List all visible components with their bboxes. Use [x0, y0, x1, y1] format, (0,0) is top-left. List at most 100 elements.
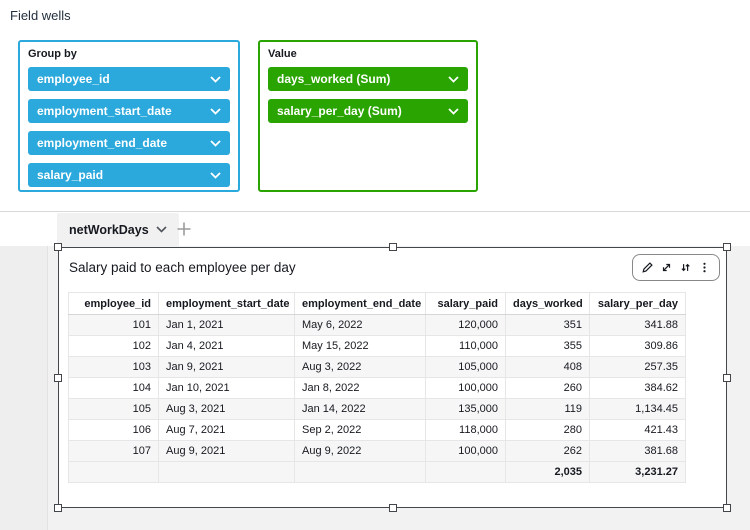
column-header[interactable]: salary_paid [425, 292, 506, 315]
table-cell[interactable]: 1,134.45 [589, 398, 686, 420]
totals-cell [158, 461, 295, 483]
visual-menu-button[interactable] [695, 257, 714, 278]
table-cell[interactable]: Aug 9, 2022 [294, 440, 426, 462]
field-wells-title: Field wells [10, 8, 71, 23]
table-cell[interactable]: Jan 9, 2021 [158, 356, 295, 378]
column-header[interactable]: employment_end_date [294, 292, 426, 315]
table-cell[interactable]: 103 [68, 356, 159, 378]
chevron-down-icon[interactable] [156, 226, 167, 233]
table-cell[interactable]: Jan 14, 2022 [294, 398, 426, 420]
group-by-label: Group by [28, 48, 77, 60]
table-cell[interactable]: 257.35 [589, 356, 686, 378]
table-cell[interactable]: 355 [505, 335, 590, 357]
table-visual[interactable]: Salary paid to each employee per day [54, 243, 731, 512]
table-cell[interactable]: 421.43 [589, 419, 686, 441]
field-pill[interactable]: salary_per_day (Sum) [268, 99, 468, 123]
table-cell[interactable]: 120,000 [425, 314, 506, 336]
maximize-visual-button[interactable] [657, 257, 676, 278]
table-cell[interactable]: 408 [505, 356, 590, 378]
value-pill-list: days_worked (Sum) salary_per_day (Sum) [268, 67, 468, 123]
field-pill[interactable]: employment_end_date [28, 131, 230, 155]
table-cell[interactable]: 384.62 [589, 377, 686, 399]
resize-handle-top-middle[interactable] [388, 243, 397, 251]
table-cell[interactable]: 118,000 [425, 419, 506, 441]
totals-cell: 2,035 [505, 461, 590, 483]
swap-vertical-arrows-icon [679, 261, 692, 274]
resize-handle-bottom-left[interactable] [54, 504, 62, 512]
table-cell[interactable]: 280 [505, 419, 590, 441]
sheet-tab-label: netWorkDays [69, 222, 149, 237]
table-row: 104 Jan 10, 2021 Jan 8, 2022 100,000 260 384.… [68, 377, 686, 399]
chevron-down-icon[interactable] [210, 107, 221, 115]
swap-arrows-button[interactable] [676, 257, 695, 278]
table-cell[interactable]: May 6, 2022 [294, 314, 426, 336]
value-well: Value days_worked (Sum) salary_per_day (S… [258, 40, 478, 192]
table-cell[interactable]: 135,000 [425, 398, 506, 420]
table-cell[interactable]: 105 [68, 398, 159, 420]
table-cell[interactable]: Aug 3, 2021 [158, 398, 295, 420]
edit-visual-button[interactable] [638, 257, 657, 278]
table-cell[interactable]: Jan 4, 2021 [158, 335, 295, 357]
table-row: 102 Jan 4, 2021 May 15, 2022 110,000 355 309.… [68, 335, 686, 357]
table-cell[interactable]: 100,000 [425, 377, 506, 399]
sheet-tab-bar: netWorkDays [0, 213, 750, 246]
table-cell[interactable]: 106 [68, 419, 159, 441]
table-cell[interactable]: 110,000 [425, 335, 506, 357]
table-cell[interactable]: 309.86 [589, 335, 686, 357]
resize-handle-top-right[interactable] [723, 243, 731, 251]
table-cell[interactable]: 107 [68, 440, 159, 462]
chevron-down-icon[interactable] [210, 75, 221, 83]
table-cell[interactable]: 102 [68, 335, 159, 357]
totals-cell [294, 461, 426, 483]
column-header[interactable]: employment_start_date [158, 292, 295, 315]
resize-handle-middle-right[interactable] [723, 373, 731, 382]
chevron-down-icon[interactable] [210, 171, 221, 179]
data-table: employee_id employment_start_date employme… [68, 292, 686, 483]
column-header[interactable]: salary_per_day [589, 292, 686, 315]
field-pill-label: salary_per_day (Sum) [277, 104, 402, 118]
table-row: 106 Aug 7, 2021 Sep 2, 2022 118,000 280 421.4… [68, 419, 686, 441]
add-sheet-button[interactable] [174, 219, 194, 239]
table-cell[interactable]: 104 [68, 377, 159, 399]
field-pill[interactable]: salary_paid [28, 163, 230, 187]
field-pill[interactable]: employee_id [28, 67, 230, 91]
table-cell[interactable]: 119 [505, 398, 590, 420]
table-totals-row: 2,035 3,231.27 [68, 461, 686, 483]
table-cell[interactable]: Sep 2, 2022 [294, 419, 426, 441]
resize-handle-bottom-middle[interactable] [388, 504, 397, 512]
table-cell[interactable]: 351 [505, 314, 590, 336]
column-header[interactable]: employee_id [68, 292, 159, 315]
resize-handle-top-left[interactable] [54, 243, 62, 251]
field-pill[interactable]: days_worked (Sum) [268, 67, 468, 91]
chevron-down-icon[interactable] [448, 107, 459, 115]
table-cell[interactable]: Jan 10, 2021 [158, 377, 295, 399]
totals-cell [68, 461, 159, 483]
table-cell[interactable]: 105,000 [425, 356, 506, 378]
table-cell[interactable]: 262 [505, 440, 590, 462]
sheet-tab[interactable]: netWorkDays [57, 213, 179, 246]
resize-handle-bottom-right[interactable] [723, 504, 731, 512]
field-wells-panel: Field wells Group by employee_id employme… [0, 0, 750, 212]
table-cell[interactable]: Aug 3, 2022 [294, 356, 426, 378]
field-pill-label: employment_start_date [37, 104, 172, 118]
column-header[interactable]: days_worked [505, 292, 590, 315]
field-pill-label: days_worked (Sum) [277, 72, 391, 86]
table-cell[interactable]: 260 [505, 377, 590, 399]
table-cell[interactable]: 101 [68, 314, 159, 336]
table-cell[interactable]: 100,000 [425, 440, 506, 462]
pencil-edit-icon [641, 261, 654, 274]
table-cell[interactable]: 341.88 [589, 314, 686, 336]
table-cell[interactable]: Aug 7, 2021 [158, 419, 295, 441]
table-cell[interactable]: Jan 1, 2021 [158, 314, 295, 336]
chevron-down-icon[interactable] [210, 139, 221, 147]
table-cell[interactable]: Aug 9, 2021 [158, 440, 295, 462]
table-cell[interactable]: May 15, 2022 [294, 335, 426, 357]
table-cell[interactable]: Jan 8, 2022 [294, 377, 426, 399]
field-pill[interactable]: employment_start_date [28, 99, 230, 123]
table-cell[interactable]: 381.68 [589, 440, 686, 462]
table-row: 105 Aug 3, 2021 Jan 14, 2022 135,000 119 1,13… [68, 398, 686, 420]
totals-cell: 3,231.27 [589, 461, 686, 483]
field-pill-label: employee_id [37, 72, 110, 86]
resize-handle-middle-left[interactable] [54, 373, 62, 382]
chevron-down-icon[interactable] [448, 75, 459, 83]
